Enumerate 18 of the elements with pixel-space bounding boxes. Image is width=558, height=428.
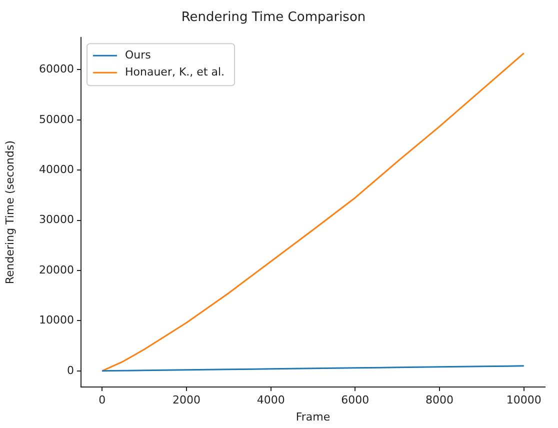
y-tick-label: 30000 [39, 213, 74, 226]
x-tick-label: 2000 [172, 393, 200, 406]
x-axis-title: Frame [296, 410, 330, 424]
x-tick-label: 4000 [256, 393, 285, 406]
y-tick-label: 50000 [39, 112, 74, 126]
y-tick-label: 10000 [39, 314, 74, 327]
chart-title: Rendering Time Comparison [181, 10, 366, 26]
y-tick-label: 60000 [39, 62, 74, 76]
y-tick-label: 40000 [39, 162, 74, 176]
x-tick-label: 6000 [341, 393, 370, 406]
x-tick-label: 0 [98, 393, 106, 406]
x-tick-label: 8000 [426, 393, 454, 406]
y-tick-label: 0 [67, 364, 74, 377]
y-tick-label: 20000 [39, 263, 74, 276]
legend-label: Ours [125, 48, 152, 62]
y-axis-title: Rendering Time (seconds) [3, 140, 16, 284]
x-tick-label: 10000 [506, 393, 542, 406]
legend-label: Honauer, K., et al. [125, 65, 225, 78]
